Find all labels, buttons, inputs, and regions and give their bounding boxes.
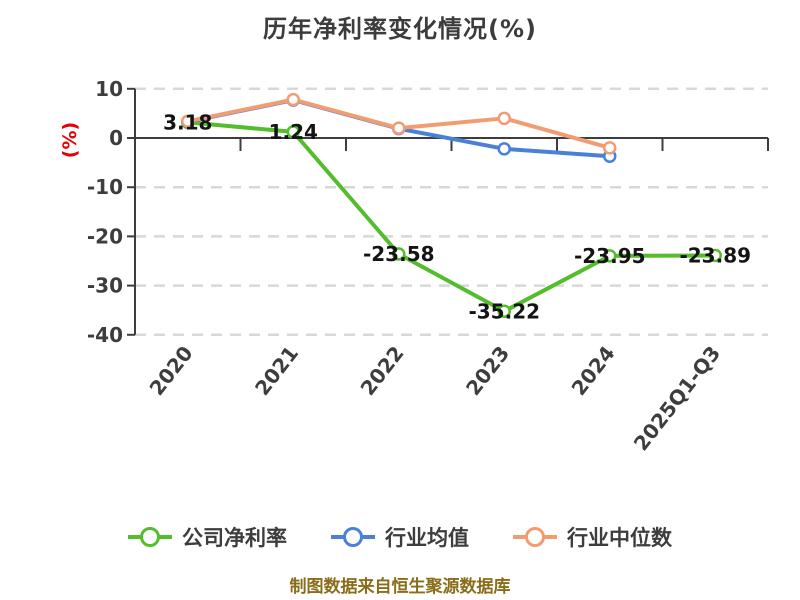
data-point-median: [286, 92, 300, 107]
y-tick-label: -10: [87, 175, 123, 199]
data-label: 3.18: [163, 110, 212, 134]
series-line-company: [187, 120, 716, 314]
data-label: 1.24: [269, 120, 318, 144]
legend-label-industry-avg: 行业均值: [385, 526, 469, 550]
legend-label-industry-median: 行业中位数: [567, 526, 672, 550]
legend-label-company: 公司净利率: [182, 526, 287, 550]
legend-marker-industry-median-icon: [513, 526, 557, 548]
x-tick-label: 2023: [461, 341, 514, 400]
data-label: -23.95: [574, 244, 646, 268]
legend-item-industry-median: 行业中位数: [513, 522, 672, 552]
y-tick-label: 0: [109, 126, 123, 150]
y-tick-label: 10: [95, 77, 123, 101]
x-tick-label: 2024: [567, 341, 620, 400]
data-point-median: [392, 121, 406, 135]
y-tick-label: -40: [87, 323, 123, 347]
legend-item-industry-avg: 行业均值: [331, 522, 469, 552]
legend-marker-industry-avg-icon: [331, 526, 375, 548]
data-point-median: [181, 114, 195, 129]
chart-canvas: 10 0 -10 -20 -30 -40 2020 2021 2022 2023 2024 2025Q…: [87, 77, 769, 455]
data-label: -23.89: [679, 244, 751, 268]
data-source-note: 制图数据来自恒生聚源数据库: [289, 577, 511, 597]
x-tick-label: 2022: [356, 341, 409, 400]
data-point-company: [708, 248, 722, 263]
x-tick-label: 2021: [250, 341, 303, 400]
data-point-median: [497, 111, 511, 126]
data-point-avg: [497, 142, 511, 156]
data-label: -35.22: [468, 299, 540, 323]
chart-legend: 公司净利率 行业均值 行业中位数: [0, 518, 800, 556]
y-tick-label: -20: [87, 224, 123, 248]
data-point-company: [286, 125, 300, 139]
y-tick-label: -30: [87, 274, 123, 298]
legend-item-company: 公司净利率: [128, 522, 287, 552]
data-point-company: [497, 304, 511, 319]
x-tick-label: 2025Q1-Q3: [629, 341, 725, 455]
legend-marker-company-icon: [128, 526, 172, 548]
data-label: -23.58: [363, 242, 435, 266]
data-point-company: [603, 249, 617, 263]
chart-title: 历年净利率变化情况(%): [263, 15, 537, 43]
x-tick-label: 2020: [145, 341, 198, 400]
data-point-median: [603, 141, 617, 155]
data-point-company: [392, 247, 406, 261]
